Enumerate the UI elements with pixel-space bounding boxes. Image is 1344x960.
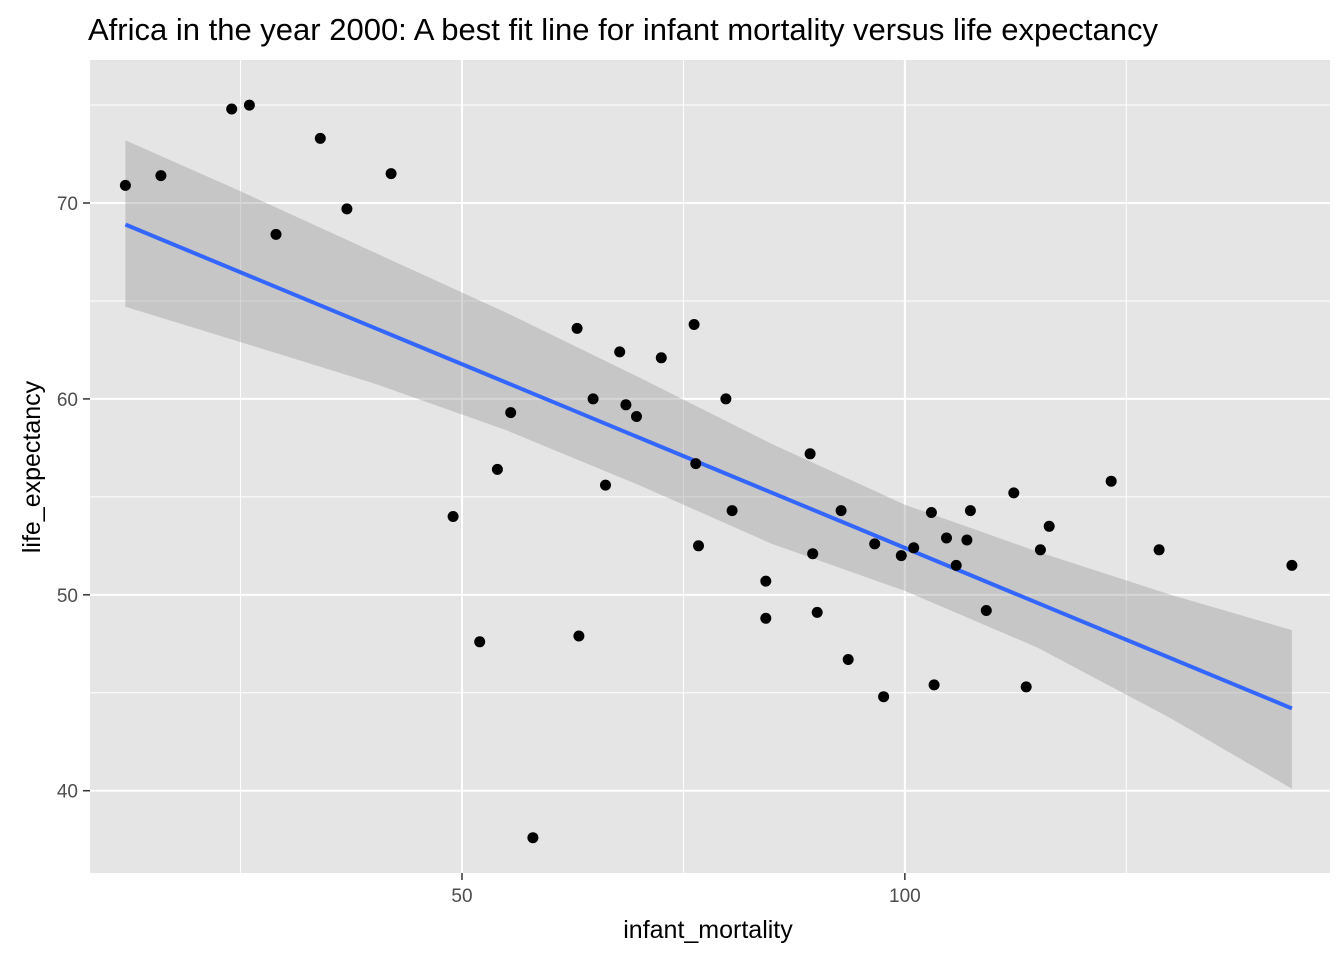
data-point <box>385 168 397 180</box>
data-point <box>807 548 819 560</box>
data-point <box>835 505 847 517</box>
data-point <box>869 538 881 550</box>
data-point <box>980 605 992 616</box>
data-point <box>941 532 952 544</box>
data-point <box>1008 487 1020 499</box>
data-point <box>631 411 642 422</box>
y-tick-label: 50 <box>57 586 78 607</box>
x-tick-label: 50 <box>451 886 472 907</box>
data-point <box>341 203 353 215</box>
data-point <box>1153 544 1165 556</box>
data-point <box>155 170 167 182</box>
data-point <box>925 507 937 518</box>
data-point <box>908 542 920 554</box>
major-gridlines <box>90 60 1330 873</box>
y-tick-label: 40 <box>57 782 78 803</box>
data-point <box>842 654 854 665</box>
data-point <box>895 550 907 562</box>
data-point <box>690 458 702 470</box>
data-point <box>950 559 962 571</box>
best-fit-line <box>124 222 1293 711</box>
chart-title: Africa in the year 2000: A best fit line… <box>88 12 1159 47</box>
data-point <box>243 99 255 111</box>
data-point <box>726 505 738 517</box>
data-point <box>573 630 585 642</box>
data-point <box>491 463 503 475</box>
data-point <box>226 103 238 115</box>
data-point <box>620 399 632 411</box>
data-point <box>1043 520 1055 532</box>
data-point <box>720 393 732 405</box>
data-point <box>688 319 700 330</box>
data-point <box>587 393 599 405</box>
data-point <box>655 352 667 364</box>
minor-gridlines <box>90 60 1330 873</box>
data-point <box>928 679 940 691</box>
data-point <box>474 636 486 648</box>
data-point <box>314 132 326 144</box>
data-point <box>447 511 459 522</box>
data-points <box>119 99 1298 844</box>
x-tick-label: 100 <box>889 886 921 907</box>
data-point <box>878 691 890 703</box>
y-tick-label: 60 <box>57 390 78 411</box>
x-axis-ticks: 50 100 <box>451 873 921 907</box>
y-axis-ticks: 40 50 60 70 <box>57 194 90 803</box>
data-point <box>964 505 976 517</box>
x-axis-title: infant_mortality <box>623 916 793 944</box>
data-point <box>1020 681 1032 693</box>
data-point <box>811 606 823 618</box>
data-point <box>760 575 772 587</box>
data-point <box>760 612 772 624</box>
data-point <box>961 534 973 546</box>
data-point <box>1286 559 1298 571</box>
data-point <box>505 407 517 419</box>
y-tick-label: 70 <box>57 194 78 215</box>
data-point <box>270 228 282 240</box>
data-point <box>804 448 816 460</box>
data-point <box>1034 544 1046 556</box>
data-point <box>119 179 131 191</box>
data-point <box>614 346 626 358</box>
data-point <box>527 832 539 844</box>
data-point <box>693 540 704 552</box>
data-point <box>600 479 611 491</box>
data-point <box>571 322 583 334</box>
data-point <box>1105 475 1117 487</box>
y-axis-title: life_expectancy <box>18 380 46 553</box>
